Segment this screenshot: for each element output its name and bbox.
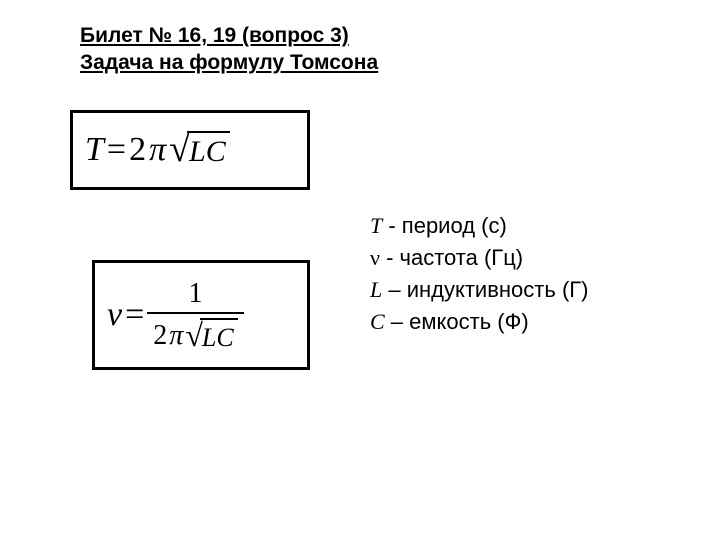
pi-symbol: π — [149, 131, 166, 169]
legend: T - период (с) ν - частота (Гц) L – инду… — [370, 210, 589, 338]
legend-text-frequency: - частота (Гц) — [380, 245, 523, 270]
legend-sym-C: C — [370, 309, 385, 334]
legend-line-frequency: ν - частота (Гц) — [370, 242, 589, 274]
header-line-1: Билет № 16, 19 (вопрос 3) — [80, 22, 378, 49]
legend-sym-T: T — [370, 213, 382, 238]
formula-box-period: T = 2 π √ LC — [70, 110, 310, 190]
denominator: 2 π √ LC — [147, 312, 243, 353]
fraction: 1 2 π √ LC — [147, 277, 243, 354]
legend-sym-nu: ν — [370, 245, 380, 270]
legend-text-inductance: – индуктивность (Г) — [382, 277, 588, 302]
equals-sign: = — [107, 131, 126, 169]
den-radicand: LC — [200, 318, 238, 353]
radicand-LC: LC — [187, 131, 230, 169]
den-sqrt: √ LC — [185, 318, 237, 353]
formula-lhs-nu: ν — [107, 296, 122, 334]
formula-lhs-T: T — [85, 131, 104, 169]
slide-header: Билет № 16, 19 (вопрос 3) Задача на форм… — [80, 22, 378, 77]
legend-text-period: - период (с) — [382, 213, 507, 238]
equals-sign: = — [125, 296, 144, 334]
legend-line-period: T - период (с) — [370, 210, 589, 242]
coef-2: 2 — [129, 131, 146, 169]
legend-line-capacitance: C – емкость (Ф) — [370, 306, 589, 338]
numerator-1: 1 — [180, 277, 210, 313]
radical-icon: √ — [185, 319, 203, 351]
legend-sym-L: L — [370, 277, 382, 302]
legend-text-capacitance: – емкость (Ф) — [385, 309, 529, 334]
formula-period: T = 2 π √ LC — [85, 131, 230, 169]
den-pi: π — [169, 319, 183, 353]
formula-frequency: ν = 1 2 π √ LC — [107, 277, 244, 354]
legend-line-inductance: L – индуктивность (Г) — [370, 274, 589, 306]
sqrt-LC: √ LC — [169, 131, 230, 169]
header-line-2: Задача на формулу Томсона — [80, 49, 378, 76]
formula-box-frequency: ν = 1 2 π √ LC — [92, 260, 310, 370]
radical-icon: √ — [169, 130, 190, 168]
den-coef-2: 2 — [153, 319, 167, 353]
